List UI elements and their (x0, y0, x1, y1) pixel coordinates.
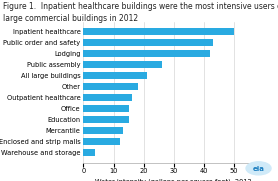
Text: Figure 1.  Inpatient healthcare buildings were the most intensive users of water: Figure 1. Inpatient healthcare buildings… (3, 2, 278, 11)
X-axis label: Water intensity (gallons per square foot), 2012: Water intensity (gallons per square foot… (95, 179, 252, 181)
Bar (83, 138, 120, 146)
Bar (83, 105, 128, 112)
Bar (83, 116, 128, 123)
Bar (83, 149, 95, 157)
Text: large commercial buildings in 2012: large commercial buildings in 2012 (3, 14, 138, 24)
Text: eia: eia (253, 166, 264, 172)
Circle shape (246, 162, 271, 175)
Bar (83, 28, 234, 35)
Bar (83, 72, 147, 79)
Bar (83, 39, 213, 46)
Bar (83, 50, 210, 57)
Bar (83, 127, 123, 134)
Bar (83, 83, 138, 90)
Bar (83, 94, 131, 101)
Bar (83, 61, 162, 68)
